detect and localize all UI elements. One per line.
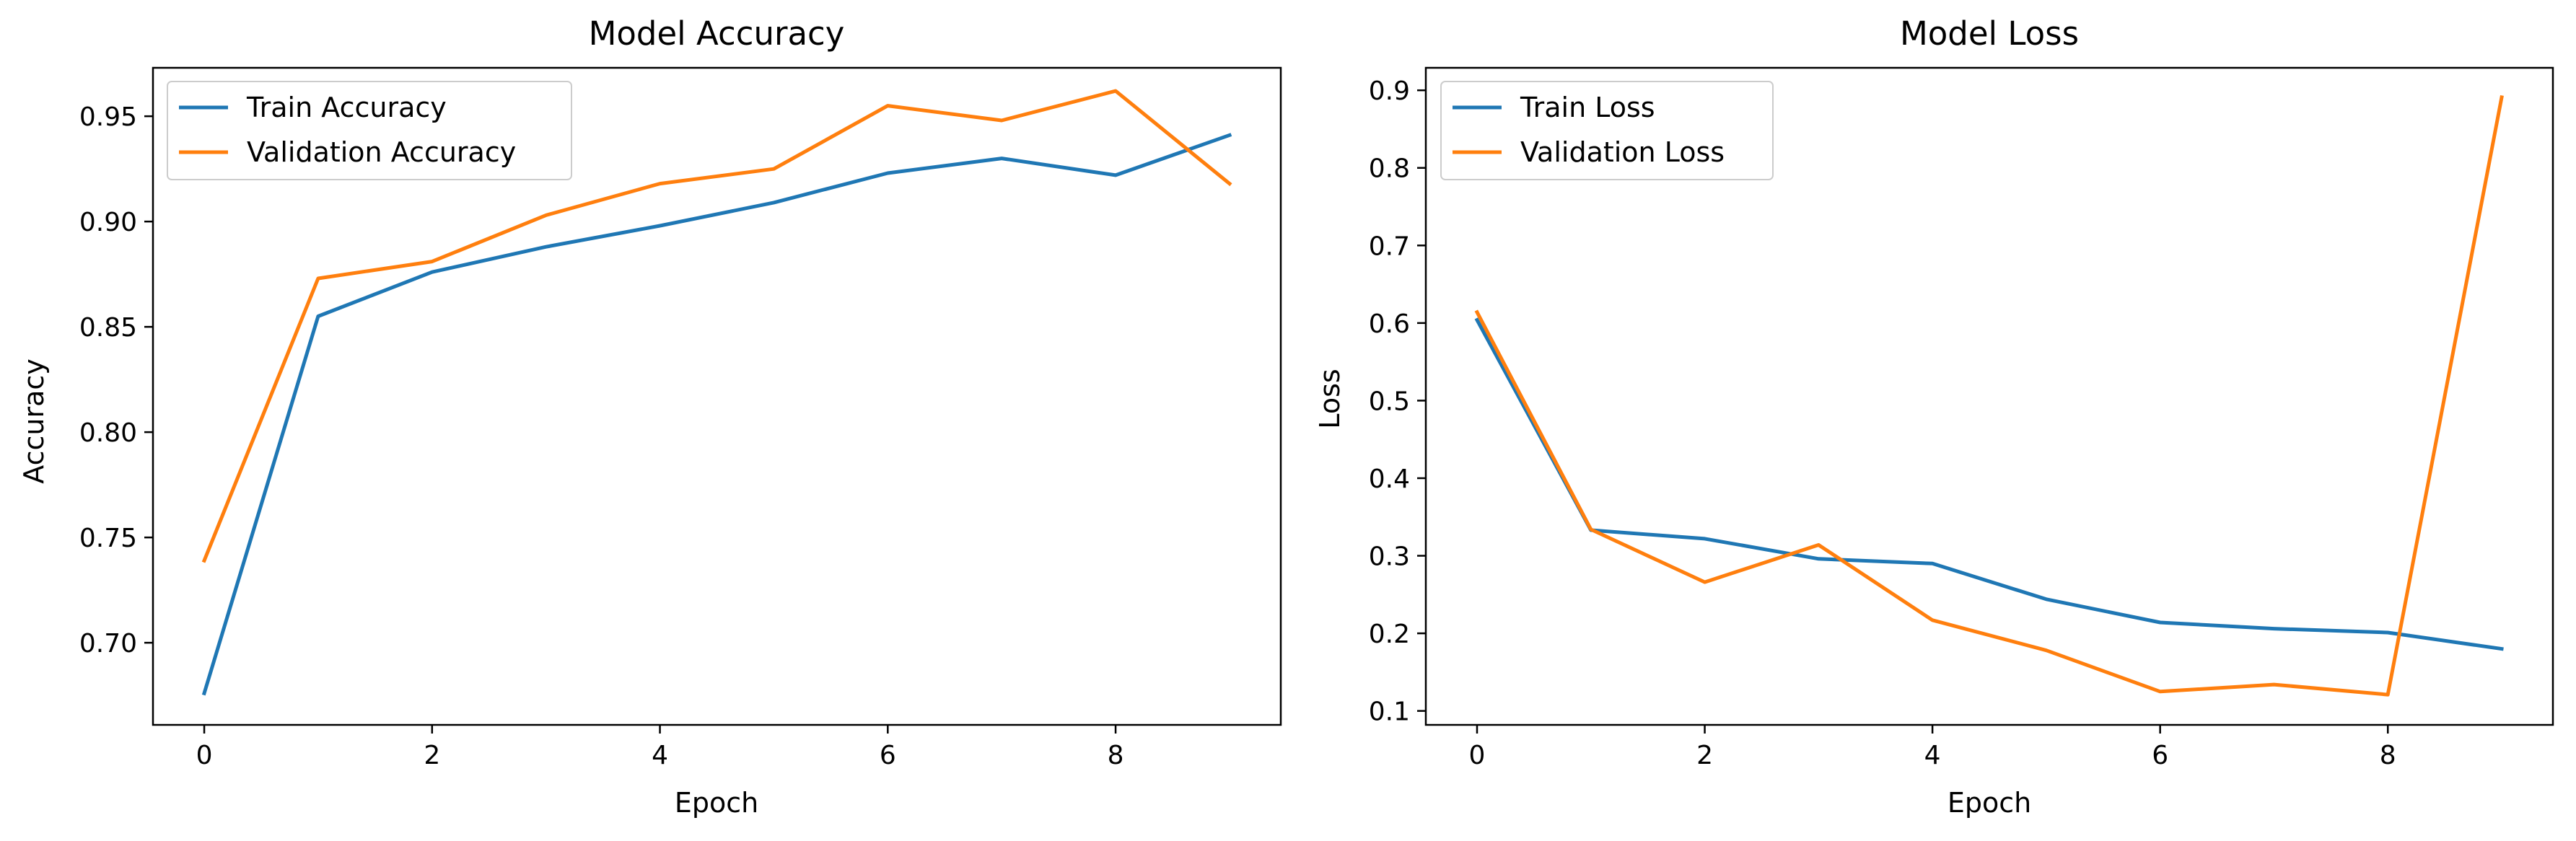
loss-x-tick-label: 6: [2152, 741, 2168, 770]
accuracy-y-tick-label: 0.85: [79, 313, 137, 343]
loss-y-tick-label: 0.1: [1369, 697, 1410, 727]
accuracy-y-tick-label: 0.75: [79, 524, 137, 553]
loss-legend-label: Train Loss: [1520, 92, 1655, 123]
accuracy-x-tick-label: 0: [196, 741, 213, 770]
loss-y-tick-label: 0.9: [1369, 76, 1410, 106]
loss-series-line-train: [1474, 317, 2504, 651]
accuracy-y-tick-label: 0.80: [79, 418, 137, 448]
accuracy-x-axis-label: Epoch: [675, 787, 758, 819]
loss-legend: [1440, 81, 1774, 180]
accuracy-series-line-validation: [201, 89, 1232, 563]
loss-y-tick-label: 0.2: [1369, 620, 1410, 649]
accuracy-y-tick-label: 0.90: [79, 208, 137, 237]
loss-y-tick-label: 0.6: [1369, 309, 1410, 339]
loss-x-tick-label: 0: [1469, 741, 1486, 770]
accuracy-plot-area: 0 2 4 6 8 0.70 0.75 0.80 0.85 0.90 0.95 Train Accur…: [79, 66, 1282, 770]
accuracy-axes-frame: [152, 66, 1282, 726]
loss-plot-area: 0 2 4 6 8 0.1 0.2 0.3 0.4 0.5 0.6 0.7 0.8 0.9 Train Lo…: [1369, 66, 2554, 770]
loss-y-tick-label: 0.3: [1369, 542, 1410, 572]
accuracy-chart-title: Model Accuracy: [589, 14, 845, 53]
accuracy-series-line-train: [201, 133, 1232, 696]
loss-x-axis-label: Epoch: [1948, 787, 2031, 819]
loss-axes-frame: [1424, 66, 2554, 726]
loss-series-line-validation: [1474, 94, 2504, 697]
accuracy-legend-label: Validation Accuracy: [247, 136, 516, 168]
accuracy-y-tick-label: 0.95: [79, 102, 137, 132]
accuracy-y-axis-label: Accuracy: [18, 358, 50, 484]
loss-x-tick-label: 2: [1696, 741, 1713, 770]
loss-chart-title: Model Loss: [1900, 14, 2079, 53]
accuracy-legend-label: Train Accuracy: [246, 92, 447, 123]
accuracy-x-tick-label: 4: [652, 741, 668, 770]
loss-x-tick-label: 8: [2380, 741, 2396, 770]
accuracy-x-tick-label: 2: [424, 741, 440, 770]
loss-chart: Model Loss Epoch Loss 0 2 4 6 80.10.20.30.40…: [1314, 14, 2554, 819]
loss-legend-label: Validation Loss: [1520, 136, 1725, 168]
loss-y-tick-label: 0.5: [1369, 387, 1410, 416]
accuracy-legend: [167, 81, 572, 180]
loss-y-tick-label: 0.7: [1369, 232, 1410, 261]
accuracy-x-tick-label: 6: [880, 741, 896, 770]
accuracy-y-tick-label: 0.70: [79, 629, 137, 659]
accuracy-chart: Model Accuracy Epoch Accuracy 0 2 4 6 80.700…: [18, 14, 1282, 819]
loss-x-tick-label: 4: [1924, 741, 1941, 770]
loss-y-tick-label: 0.8: [1369, 154, 1410, 184]
accuracy-x-tick-label: 8: [1108, 741, 1124, 770]
loss-y-tick-label: 0.4: [1369, 464, 1410, 494]
loss-y-axis-label: Loss: [1314, 369, 1346, 428]
